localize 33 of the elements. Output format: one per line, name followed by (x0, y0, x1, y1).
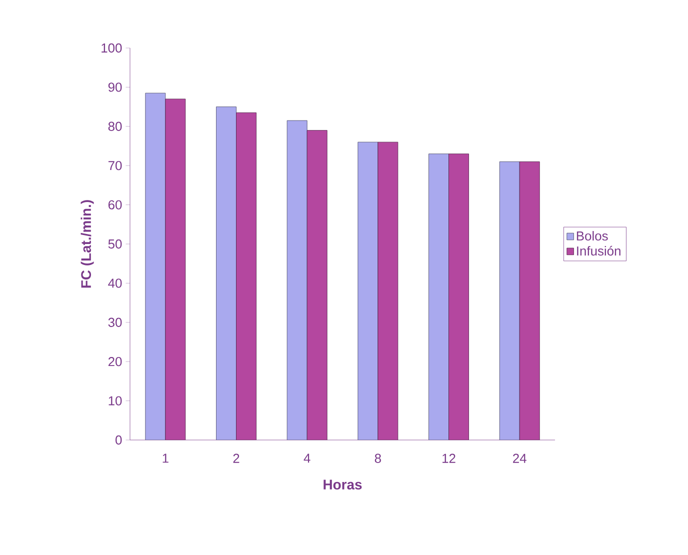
x-axis-title: Horas (324, 480, 362, 490)
y-tick-label: 50 (108, 239, 122, 249)
x-tick-label: 12 (442, 454, 456, 463)
y-tick-label: 30 (108, 318, 122, 327)
bar (286, 120, 308, 440)
x-tick-label: 4 (304, 454, 310, 463)
x-tick-label: 2 (233, 454, 240, 463)
bar (145, 92, 166, 440)
bar (448, 154, 469, 440)
bar (499, 161, 520, 440)
y-tick-label: 80 (108, 122, 122, 131)
y-tick-label: 40 (108, 278, 122, 288)
bar (306, 130, 328, 440)
legend-label: Bolos (576, 231, 608, 241)
y-tick-label: 60 (108, 200, 122, 210)
legend-label: Infusión (577, 246, 620, 256)
y-tick-label: 70 (108, 161, 122, 170)
bar (216, 106, 236, 440)
bar (519, 161, 540, 440)
y-tick-label: 0 (116, 435, 122, 445)
y-tick-label: 90 (108, 82, 122, 92)
bar (378, 142, 398, 440)
bar (358, 142, 378, 440)
y-tick-label: 10 (108, 396, 122, 406)
y-tick-label: 20 (108, 357, 122, 366)
x-tick-label: 24 (513, 454, 526, 463)
x-tick-label: 1 (162, 454, 168, 463)
y-tick-label: 100 (102, 43, 122, 53)
bar (428, 154, 449, 440)
bar (165, 98, 186, 440)
y-axis-title: FC (Lat./min.) (80, 200, 94, 288)
x-tick-label: 8 (374, 454, 381, 463)
bar (236, 112, 256, 440)
